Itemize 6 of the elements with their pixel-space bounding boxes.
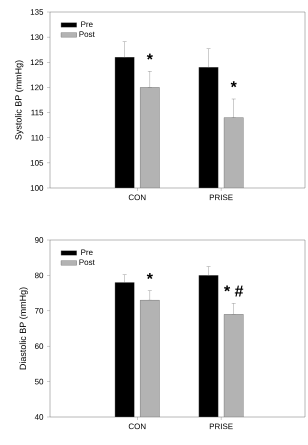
annotation: * xyxy=(146,273,153,280)
y-axis-title: Diastolic BP (mmHg) xyxy=(19,287,28,370)
y-axis-title: Systolic BP (mmHg) xyxy=(14,60,24,140)
annotation: * xyxy=(146,54,153,60)
annotation: * # xyxy=(224,285,244,296)
annotation: * xyxy=(230,81,237,88)
